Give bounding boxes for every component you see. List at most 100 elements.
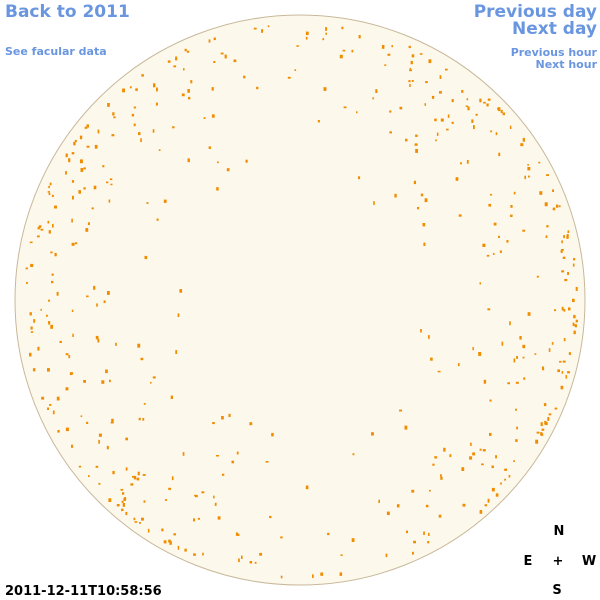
speck: [197, 517, 200, 520]
speck: [212, 422, 215, 425]
speck: [343, 106, 347, 109]
speck: [95, 335, 99, 340]
speck: [122, 492, 125, 495]
speck: [522, 344, 526, 349]
speck: [238, 558, 240, 563]
speck: [106, 181, 109, 184]
speck: [563, 235, 565, 239]
speck: [483, 379, 487, 384]
speck: [139, 522, 141, 524]
previous-hour-link[interactable]: Previous hour: [511, 46, 598, 59]
speck: [177, 545, 180, 550]
speck: [384, 64, 387, 66]
speck: [373, 201, 375, 205]
speck: [561, 270, 565, 273]
speck: [432, 463, 435, 466]
speck: [542, 366, 545, 371]
speck: [356, 111, 358, 114]
speck: [399, 409, 402, 412]
back-link[interactable]: Back to 2011: [5, 2, 130, 22]
next-day-link[interactable]: Next day: [512, 19, 597, 39]
speck: [50, 251, 53, 254]
speck: [153, 83, 156, 88]
speck: [245, 159, 248, 163]
speck: [158, 149, 161, 151]
speck: [48, 192, 51, 196]
speck: [466, 98, 469, 101]
speck: [406, 530, 408, 534]
speck: [163, 199, 167, 203]
speck: [466, 160, 469, 164]
speck: [564, 279, 568, 282]
speck: [535, 439, 539, 444]
speck: [540, 422, 543, 427]
speck: [236, 533, 240, 536]
previous-day-link[interactable]: Previous day: [474, 2, 597, 22]
speck: [409, 84, 411, 87]
speck: [472, 452, 476, 456]
facular-link[interactable]: See facular data: [5, 45, 107, 58]
speck: [475, 113, 478, 116]
speck: [167, 60, 171, 63]
speck: [132, 475, 135, 478]
speck: [405, 138, 408, 142]
speck: [65, 387, 69, 391]
speck: [138, 417, 141, 421]
facular-specks: [25, 25, 578, 579]
speck: [187, 158, 190, 163]
speck: [120, 488, 124, 491]
speck: [558, 205, 561, 208]
speck: [142, 418, 145, 421]
speck: [415, 134, 418, 137]
speck: [527, 312, 531, 316]
next-hour-link[interactable]: Next hour: [536, 58, 598, 71]
speck: [462, 503, 466, 507]
speck: [156, 87, 158, 92]
speck: [358, 35, 361, 39]
speck: [129, 86, 132, 89]
speck: [358, 176, 361, 180]
speck: [182, 452, 185, 456]
speck: [320, 572, 324, 576]
speck: [86, 145, 90, 148]
speck: [411, 489, 415, 493]
speck: [195, 495, 198, 498]
speck: [411, 80, 414, 82]
speck: [457, 363, 460, 367]
speck: [144, 255, 148, 260]
speck: [575, 287, 578, 291]
speck: [482, 449, 486, 452]
speck: [142, 474, 146, 476]
speck: [523, 377, 526, 380]
speck: [131, 113, 135, 117]
speck: [440, 118, 444, 122]
speck: [202, 552, 204, 556]
speck: [546, 174, 549, 176]
speck: [560, 385, 564, 390]
speck: [52, 223, 54, 228]
speck: [235, 532, 238, 536]
speck: [184, 48, 187, 52]
speck: [190, 80, 193, 84]
speck: [391, 45, 393, 48]
speck: [449, 454, 452, 458]
speck: [137, 471, 140, 476]
speck: [470, 442, 472, 446]
speck: [183, 68, 185, 71]
speck: [522, 356, 525, 359]
speck: [103, 300, 106, 304]
speck: [489, 399, 492, 402]
compass-west: W: [582, 554, 596, 569]
speck: [72, 195, 74, 200]
speck: [378, 499, 380, 503]
speck: [98, 482, 101, 485]
speck: [417, 207, 420, 210]
speck: [71, 309, 74, 312]
speck: [524, 175, 526, 180]
speck: [105, 369, 108, 374]
speck: [495, 132, 498, 136]
compass-center: +: [553, 554, 564, 569]
speck: [59, 340, 62, 343]
